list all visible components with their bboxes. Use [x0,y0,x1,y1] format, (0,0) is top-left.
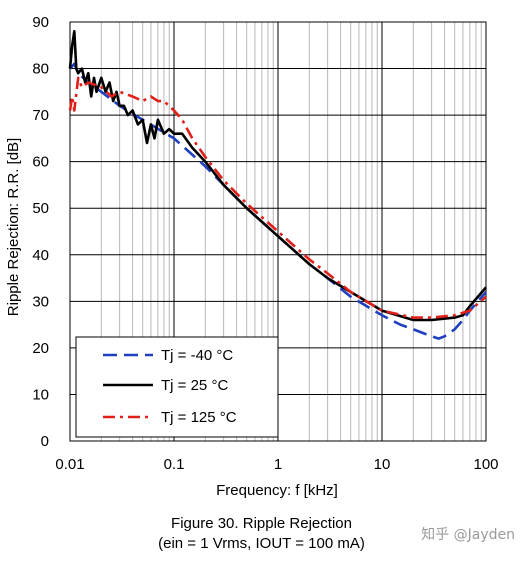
ripple-rejection-chart: 0 10 20 30 40 50 60 70 80 90 0.01 0.1 1 10 100 Tj = -… [5,14,499,499]
legend: Tj = -40 °C Tj = 25 °C Tj = 125 °C [75,336,279,438]
y-axis-label: Ripple Rejection: R.R. [dB] [5,138,22,316]
legend-label-1: Tj = -40 °C [161,347,233,364]
y-tick-label: 90 [32,14,49,31]
watermark: 知乎 @Jayden [421,527,515,543]
legend-label-2: Tj = 25 °C [161,377,228,394]
y-tick-label: 10 [32,386,49,403]
y-tick-label: 30 [32,293,49,310]
y-tick-labels: 0 10 20 30 40 50 60 70 80 90 [32,14,49,450]
y-tick-label: 20 [32,340,49,357]
plot-frame [69,21,487,442]
x-tick-labels: 0.01 0.1 1 10 100 [55,456,498,473]
series-lines [68,29,487,340]
x-tick-label: 0.1 [164,456,185,473]
legend-label-3: Tj = 125 °C [161,409,237,426]
legend-box [75,336,279,438]
y-tick-label: 70 [32,107,49,124]
y-tick-label: 40 [32,247,49,264]
x-tick-label: 10 [374,456,391,473]
figure-caption-conditions: (ein = 1 Vrms, IOUT = 100 mA) [158,535,365,552]
y-tick-label: 80 [32,61,49,78]
y-tick-label: 0 [41,433,49,450]
series-line-3 [68,76,487,319]
x-tick-label: 1 [274,456,282,473]
y-tick-label: 50 [32,200,49,217]
series-line-2 [68,29,487,322]
x-tick-label: 0.01 [55,456,84,473]
y-tick-label: 60 [32,154,49,171]
x-tick-label: 100 [473,456,498,473]
x-axis-label: Frequency: f [kHz] [216,482,338,499]
figure-caption-title: Figure 30. Ripple Rejection [171,515,352,532]
